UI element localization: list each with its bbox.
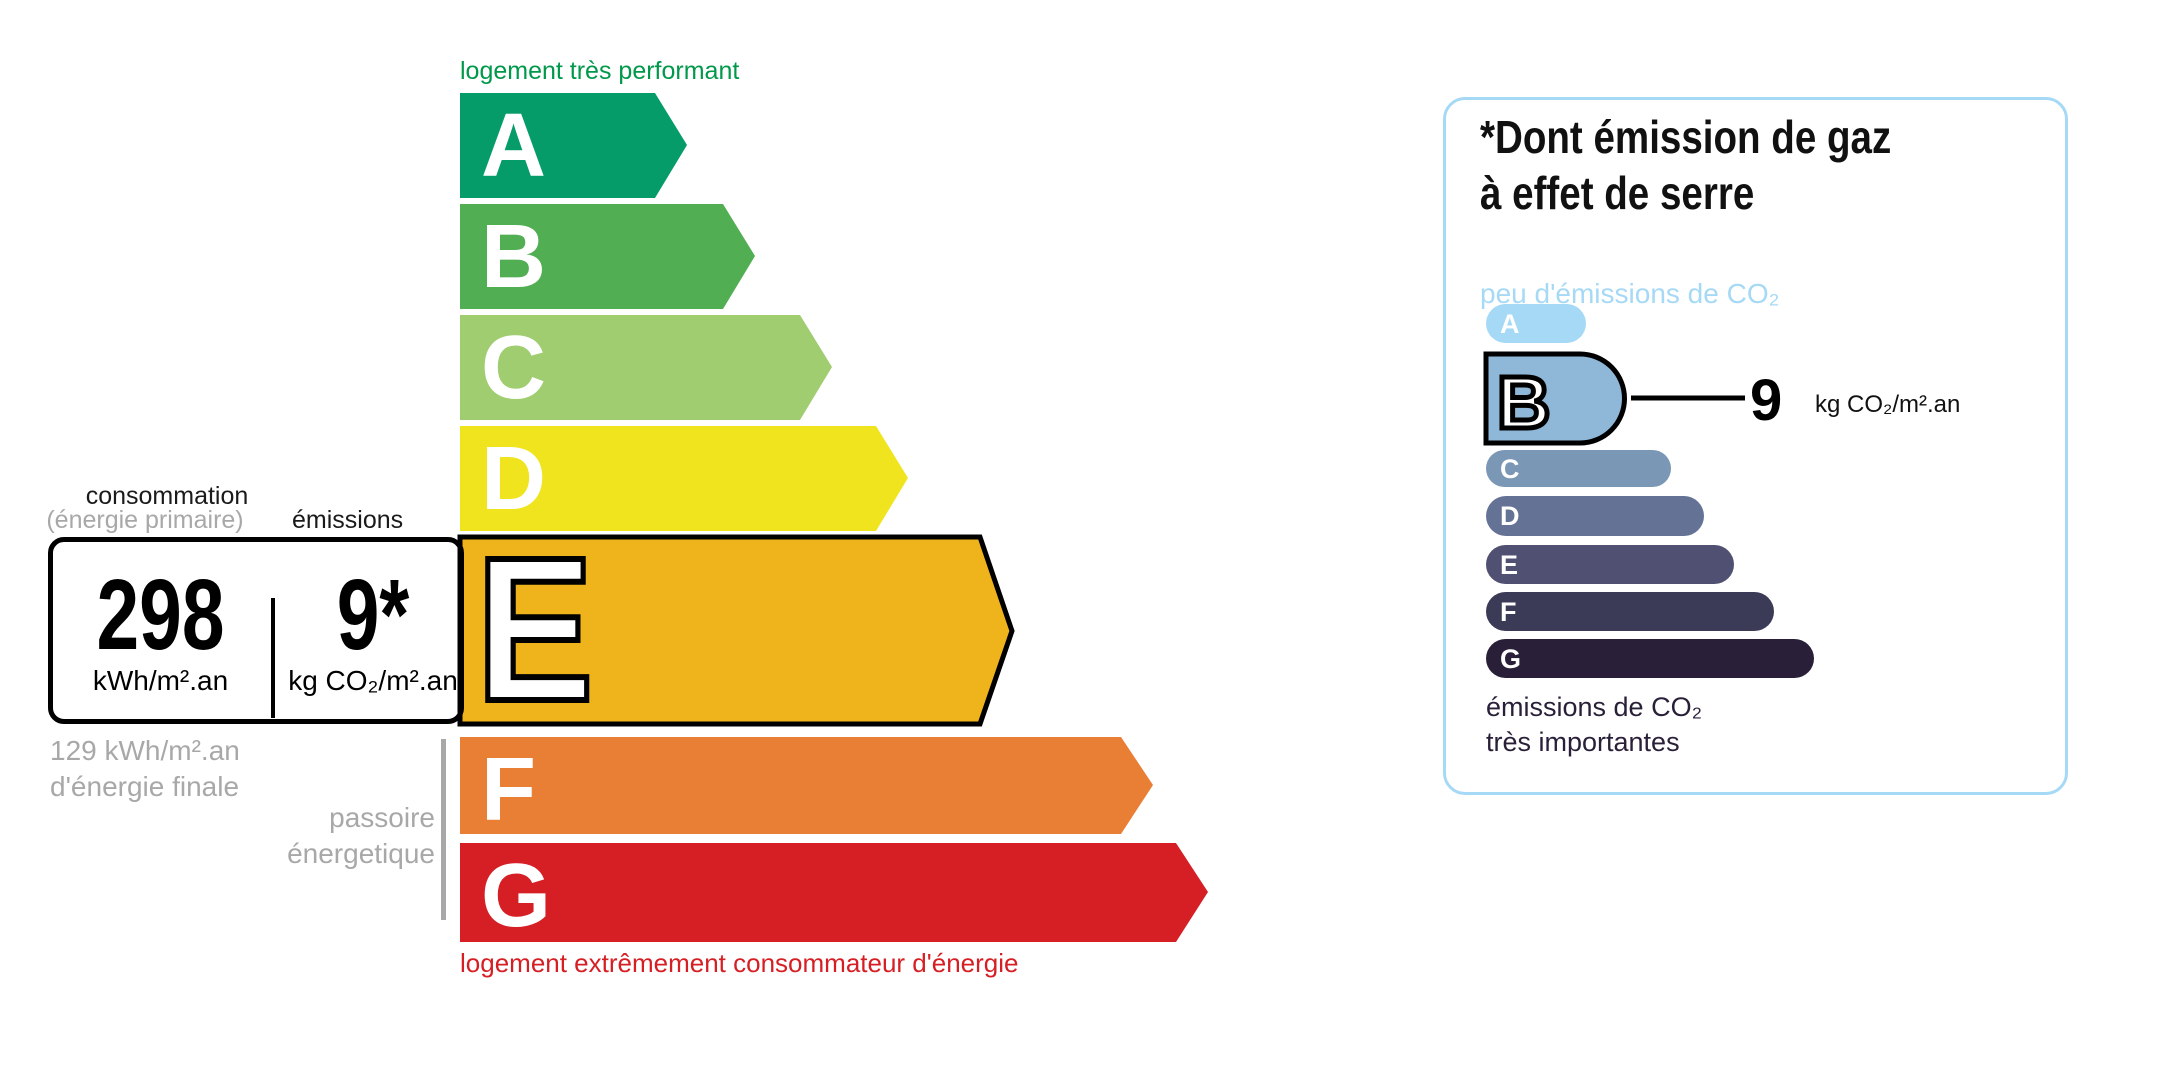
svg-text:E: E <box>1500 550 1518 580</box>
svg-text:9: 9 <box>1750 368 1782 433</box>
svg-text:D: D <box>1500 501 1520 531</box>
svg-text:C: C <box>1500 454 1520 484</box>
svg-text:F: F <box>1500 597 1517 627</box>
svg-text:G: G <box>1500 644 1521 674</box>
svg-text:kg CO₂/m².an: kg CO₂/m².an <box>1815 391 1960 418</box>
svg-text:A: A <box>1500 309 1520 339</box>
svg-text:B: B <box>1497 361 1550 444</box>
